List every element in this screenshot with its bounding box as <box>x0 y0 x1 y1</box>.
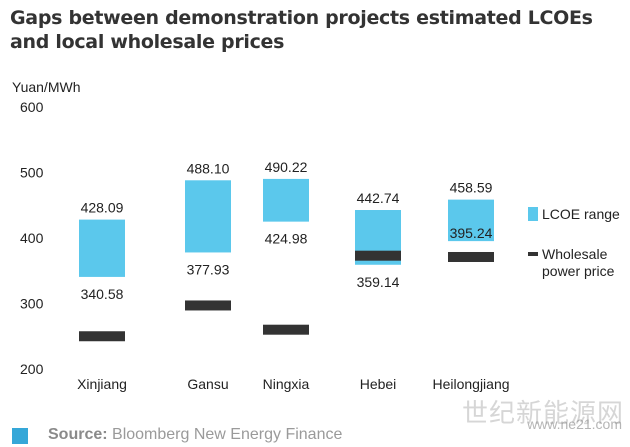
chart-title: Gaps between demonstration projects esti… <box>10 7 593 53</box>
lcoe-range-bar <box>448 199 494 242</box>
x-tick-label: Heilongjiang <box>432 376 509 392</box>
lcoe-range-bar <box>79 219 125 277</box>
y-tick-label: 300 <box>20 296 44 312</box>
lcoe-low-label: 340.58 <box>81 286 124 302</box>
y-tick-label: 400 <box>20 230 44 246</box>
x-tick-label: Xinjiang <box>77 376 127 392</box>
wholesale-price-marker <box>79 331 125 342</box>
watermark-url: www.ne21.com <box>527 416 622 432</box>
legend-swatch-lcoe <box>528 207 538 221</box>
y-tick-label: 200 <box>20 361 44 377</box>
watermark: 世纪新能源网 <box>461 399 624 429</box>
x-tick-label: Gansu <box>187 376 228 392</box>
source-label: Source: <box>48 426 108 443</box>
x-tick-label: Hebei <box>360 376 397 392</box>
wholesale-price-marker <box>355 250 401 261</box>
lcoe-low-label: 395.24 <box>450 225 493 241</box>
wholesale-price-marker <box>448 251 494 262</box>
x-tick-label: Ningxia <box>263 376 310 392</box>
legend-label-lcoe: LCOE range <box>542 206 620 222</box>
legend-label-wholesale-line2: power price <box>542 263 615 279</box>
lcoe-low-label: 359.14 <box>357 274 400 290</box>
legend-swatch-wholesale <box>528 252 538 256</box>
lcoe-range-bar <box>185 180 231 253</box>
y-tick-label: 600 <box>20 99 44 115</box>
lcoe-high-label: 488.10 <box>187 160 230 176</box>
source-line: Source: Bloomberg New Energy Finance <box>48 426 342 444</box>
lcoe-high-label: 428.09 <box>81 200 124 216</box>
lcoe-high-label: 458.59 <box>450 180 493 196</box>
y-axis-label: Yuan/MWh <box>12 79 80 95</box>
lcoe-high-label: 442.74 <box>357 190 400 206</box>
lcoe-high-label: 490.22 <box>265 159 308 175</box>
legend-label-wholesale-line1: Wholesale <box>542 246 608 262</box>
wholesale-price-marker <box>263 324 309 335</box>
y-tick-label: 500 <box>20 165 44 181</box>
lcoe-low-label: 377.93 <box>187 261 230 277</box>
wholesale-price-marker <box>185 300 231 311</box>
source-marker <box>12 428 28 444</box>
lcoe-low-label: 424.98 <box>265 231 308 247</box>
source-text: Bloomberg New Energy Finance <box>112 426 343 443</box>
lcoe-range-bar <box>263 178 309 222</box>
